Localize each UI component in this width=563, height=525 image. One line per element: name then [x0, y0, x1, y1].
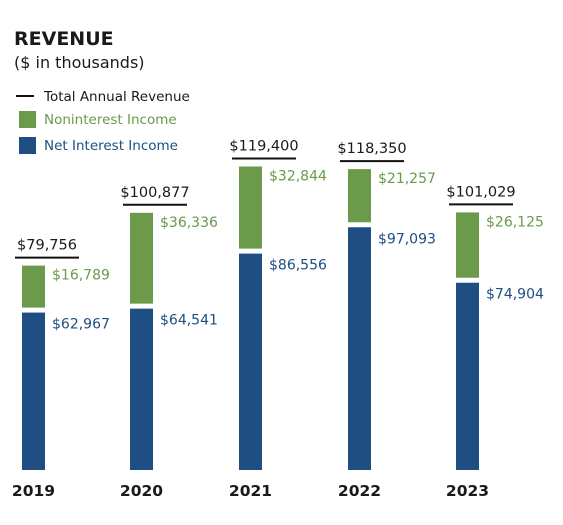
- net-interest-bar-2020: [130, 308, 153, 470]
- net-interest-bar-2023: [456, 282, 479, 470]
- legend-net-interest-swatch: [19, 137, 36, 154]
- total-revenue-label-2020: $100,877: [120, 185, 189, 201]
- noninterest-value-label-2022: $21,257: [378, 171, 436, 187]
- legend-total-label: Total Annual Revenue: [43, 89, 190, 105]
- year-label-2019: 2019: [12, 482, 55, 500]
- noninterest-bar-2020: [130, 212, 153, 304]
- noninterest-bar-2023: [456, 212, 479, 278]
- bars-group: $79,756 $16,789 $62,967 2019 $100,877 $36,336…: [12, 139, 544, 501]
- total-revenue-label-2022: $118,350: [337, 141, 406, 157]
- legend: Total Annual Revenue Noninterest Income …: [16, 89, 190, 154]
- noninterest-value-label-2019: $16,789: [52, 268, 110, 284]
- legend-net-interest-label: Net Interest Income: [44, 138, 178, 154]
- net-interest-value-label-2019: $62,967: [52, 317, 110, 333]
- legend-noninterest-label: Noninterest Income: [44, 112, 177, 128]
- net-interest-bar-2019: [22, 312, 45, 470]
- year-label-2022: 2022: [338, 482, 381, 500]
- noninterest-value-label-2021: $32,844: [269, 169, 327, 185]
- legend-noninterest-swatch: [19, 111, 36, 128]
- net-interest-value-label-2020: $64,541: [160, 313, 218, 329]
- net-interest-value-label-2022: $97,093: [378, 231, 436, 247]
- net-interest-bar-2021: [239, 253, 262, 470]
- chart-title: REVENUE: [14, 28, 114, 50]
- noninterest-bar-2019: [22, 265, 45, 308]
- chart-subtitle: ($ in thousands): [14, 53, 145, 72]
- noninterest-value-label-2020: $36,336: [160, 215, 218, 231]
- year-label-2023: 2023: [446, 482, 489, 500]
- total-revenue-label-2023: $101,029: [446, 184, 515, 200]
- net-interest-value-label-2021: $86,556: [269, 258, 327, 274]
- noninterest-value-label-2023: $26,125: [486, 214, 544, 230]
- year-label-2021: 2021: [229, 482, 272, 500]
- net-interest-value-label-2023: $74,904: [486, 287, 544, 303]
- total-revenue-label-2019: $79,756: [17, 238, 77, 254]
- noninterest-bar-2021: [239, 166, 262, 249]
- net-interest-bar-2022: [348, 227, 371, 470]
- year-label-2020: 2020: [120, 482, 163, 500]
- noninterest-bar-2022: [348, 169, 371, 223]
- total-revenue-label-2021: $119,400: [229, 139, 298, 155]
